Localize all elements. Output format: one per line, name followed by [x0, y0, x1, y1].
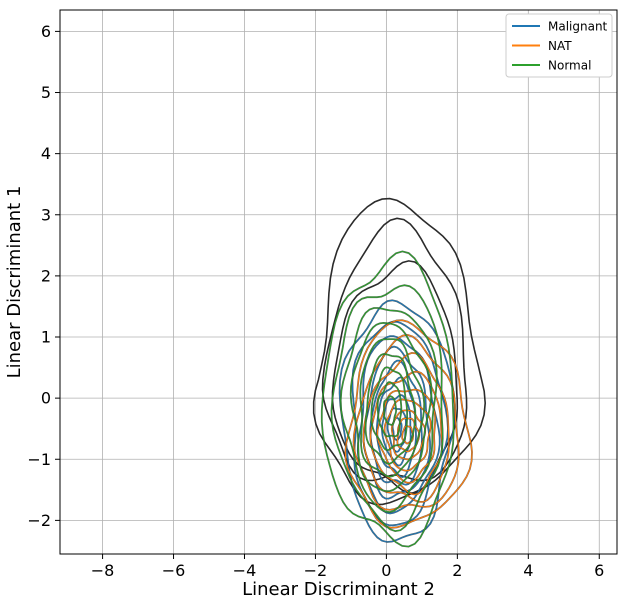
plot-area	[60, 10, 617, 554]
y-tick-label: −1	[27, 450, 51, 469]
contour-line-normal	[365, 353, 416, 465]
x-tick-label: −2	[304, 561, 328, 580]
grid-lines	[60, 10, 617, 554]
density-contours	[320, 250, 473, 548]
legend-label-nat: NAT	[548, 39, 572, 53]
contour-line-malignant	[392, 417, 403, 441]
x-tick-label: −8	[91, 561, 115, 580]
contour-line-normal	[330, 284, 444, 532]
y-tick-label: 1	[41, 328, 51, 347]
legend-box	[505, 13, 613, 78]
outer-contour-line	[312, 197, 487, 506]
y-tick-label: −2	[27, 511, 51, 530]
contour-line-normal	[370, 366, 408, 451]
plot-frame	[59, 9, 618, 555]
y-tick-label: 5	[41, 83, 51, 102]
y-tick-label: 4	[41, 144, 51, 163]
x-tick-label: 6	[594, 561, 604, 580]
contour-line-normal	[340, 307, 438, 513]
contour-line-normal	[377, 381, 402, 437]
contour-line-normal	[321, 250, 455, 548]
contour-group-normal	[320, 250, 455, 548]
y-tick-label: 6	[41, 22, 51, 41]
x-axis-title: Linear Discriminant 2	[242, 579, 435, 600]
contour-line-nat	[362, 352, 450, 503]
x-axis-ticks: −8 −6 −4 −2 0 2 4 6	[91, 554, 604, 580]
x-tick-label: 4	[523, 561, 533, 580]
y-tick-label: 2	[41, 266, 51, 285]
x-tick-label: −6	[162, 561, 186, 580]
x-tick-label: 2	[452, 561, 462, 580]
y-axis-title: Linear Discriminant 1	[4, 186, 25, 379]
x-tick-label: −4	[233, 561, 257, 580]
y-tick-label: 3	[41, 205, 51, 224]
legend: Malignant NAT Normal	[505, 13, 613, 78]
contour-line-nat	[369, 371, 443, 496]
legend-label-normal: Normal	[548, 59, 591, 73]
x-tick-label: 0	[381, 561, 391, 580]
contour-line-normal	[350, 322, 432, 492]
y-axis-ticks: −2 −1 0 1 2 3 4 5 6	[27, 22, 60, 530]
legend-label-malignant: Malignant	[548, 20, 608, 34]
outer-contour-line	[321, 217, 468, 482]
y-tick-label: 0	[41, 389, 51, 408]
contour-line-normal	[383, 395, 397, 426]
contour-line-normal	[359, 338, 425, 478]
